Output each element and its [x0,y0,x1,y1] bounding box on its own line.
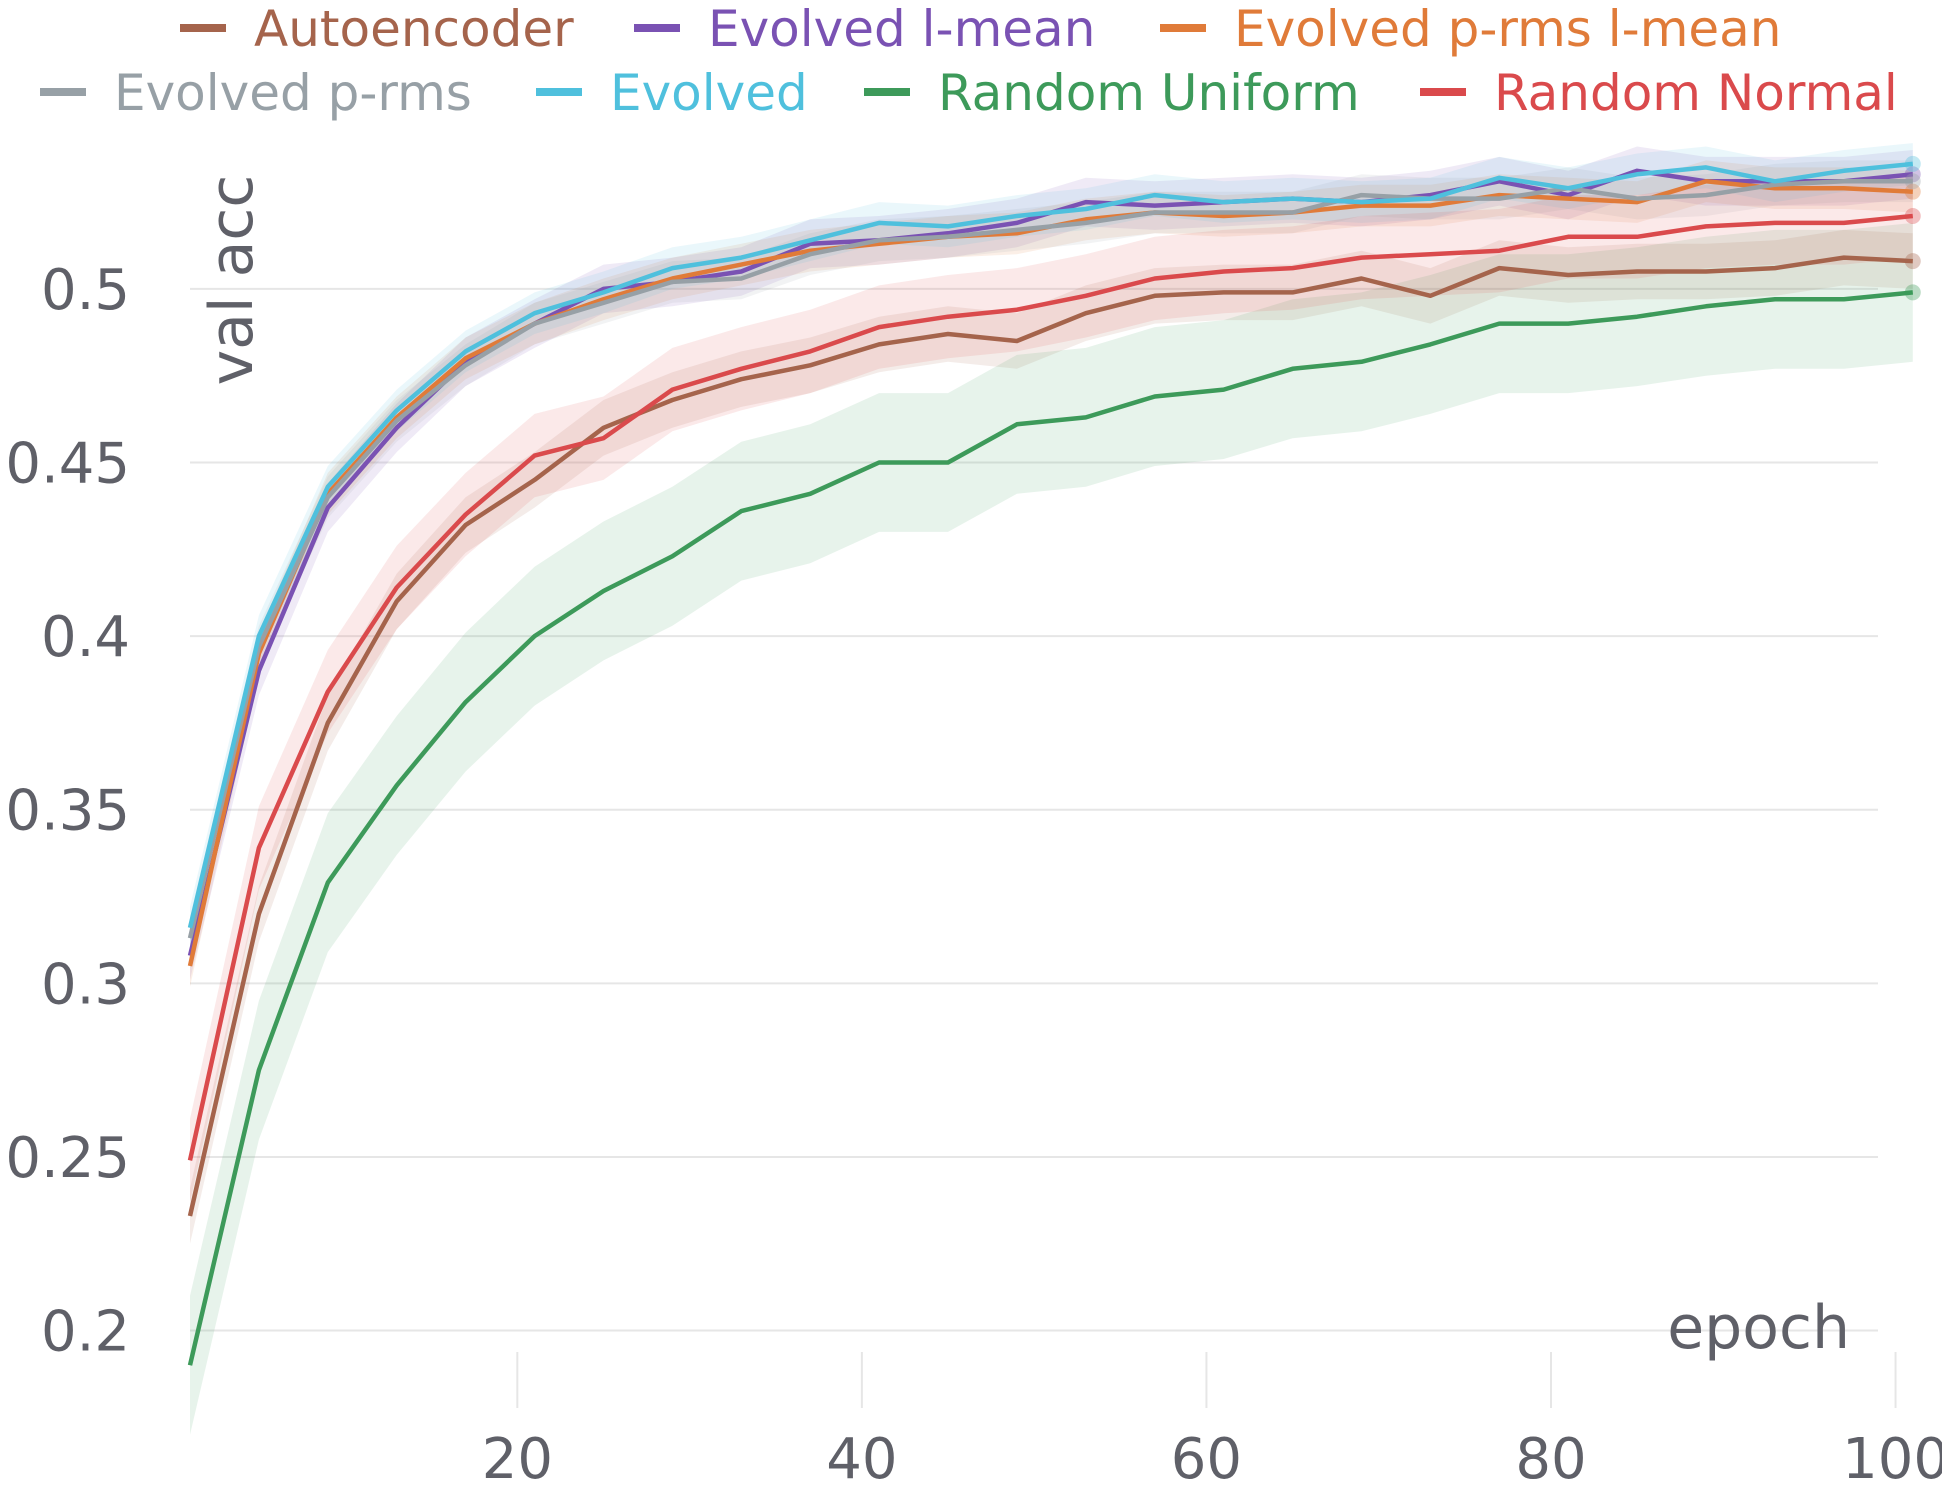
y-tick-label: 0.45 [5,432,130,497]
legend-item[interactable]: Evolved p-rms l-mean [1160,0,1782,58]
x-tick-label: 80 [1515,1427,1586,1492]
grid-lines [190,287,1897,1408]
legend-label: Evolved p-rms [114,64,472,122]
tick-labels: 0.2 0.25 0.3 0.35 0.4 0.45 0.5 20 40 60 80 100 [5,258,1942,1492]
legend-label: Random Uniform [938,64,1360,122]
y-tick-label: 0.3 [41,952,130,1017]
y-tick-label: 0.25 [5,1126,130,1191]
series-line [187,290,1914,1366]
series-end-point [1904,207,1921,224]
legend-item[interactable]: Evolved l-mean [634,0,1095,58]
legend-label: Autoencoder [254,0,574,58]
y-tick-label: 0.35 [5,779,130,844]
legend-label: Random Normal [1494,64,1898,122]
y-tick-label: 0.4 [41,605,130,670]
confidence-bands [190,143,1913,1435]
legend[interactable]: Autoencoder Evolved l-mean Evolved p-rms l… [40,0,1898,122]
x-tick-label: 40 [826,1427,897,1492]
series-lines [187,155,1921,1366]
x-axis-label: epoch [1667,1293,1850,1363]
series-line [187,161,1914,929]
legend-item[interactable]: Evolved p-rms [40,64,472,122]
series-end-point [1904,166,1921,183]
legend-item[interactable]: Random Normal [1420,64,1898,122]
x-tick-label: 100 [1842,1427,1942,1492]
series-end-point [1904,253,1921,270]
legend-label: Evolved l-mean [708,0,1095,58]
y-tick-label: 0.2 [41,1300,130,1365]
series-end-point [1904,284,1921,301]
series-end-point [1904,183,1921,200]
series-line [187,179,1913,939]
legend-label: Evolved [610,64,808,122]
series-end-point [1904,173,1921,190]
y-tick-label: 0.5 [41,258,130,323]
x-tick-label: 60 [1171,1427,1242,1492]
x-tick-label: 20 [482,1427,553,1492]
series-band [190,174,1913,1203]
series-line [187,213,1914,1161]
legend-item[interactable]: Evolved [536,64,808,122]
legend-item[interactable]: Random Uniform [864,64,1360,122]
series-band [190,222,1913,1435]
series-end-point [1904,155,1921,172]
series-line [187,255,1913,1217]
legend-label: Evolved p-rms l-mean [1234,0,1782,58]
y-axis-label: val acc [197,175,267,386]
legend-item[interactable]: Autoencoder [180,0,574,58]
